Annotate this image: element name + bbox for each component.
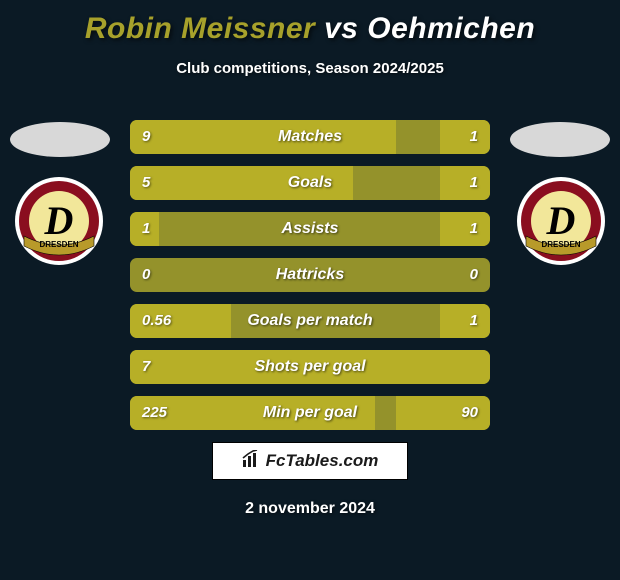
svg-text:D: D [44,198,74,243]
vs-label: vs [324,12,358,45]
stat-label: Goals [130,166,490,200]
stat-row: 00Hattricks [130,258,490,292]
stats-bars: 91Matches 51Goals 11Assists 00Hattricks 0.56… [130,120,490,442]
season-subtitle: Club competitions, Season 2024/2025 [0,60,620,77]
player1-club-badge: D DRESDEN [14,176,104,266]
stat-label: Goals per match [130,304,490,338]
site-name: FcTables.com [266,451,379,471]
stat-label: Min per goal [130,396,490,430]
player2-club-badge: D DRESDEN [516,176,606,266]
svg-text:DRESDEN: DRESDEN [541,240,580,249]
site-watermark: FcTables.com [212,442,408,480]
stat-label: Hattricks [130,258,490,292]
player1-silhouette [10,122,110,157]
svg-text:D: D [546,198,576,243]
player2-silhouette [510,122,610,157]
stat-label: Assists [130,212,490,246]
stat-row: 51Goals [130,166,490,200]
chart-icon [242,450,260,473]
generation-date: 2 november 2024 [0,500,620,518]
stat-row: 91Matches [130,120,490,154]
player2-name: Oehmichen [367,12,535,45]
comparison-title: Robin Meissner vs Oehmichen [0,0,620,46]
stat-row: 7Shots per goal [130,350,490,384]
stat-row: 11Assists [130,212,490,246]
player1-name: Robin Meissner [85,12,315,45]
stat-label: Matches [130,120,490,154]
svg-text:DRESDEN: DRESDEN [39,240,78,249]
stat-label: Shots per goal [130,350,490,384]
stat-row: 22590Min per goal [130,396,490,430]
stat-row: 0.561Goals per match [130,304,490,338]
